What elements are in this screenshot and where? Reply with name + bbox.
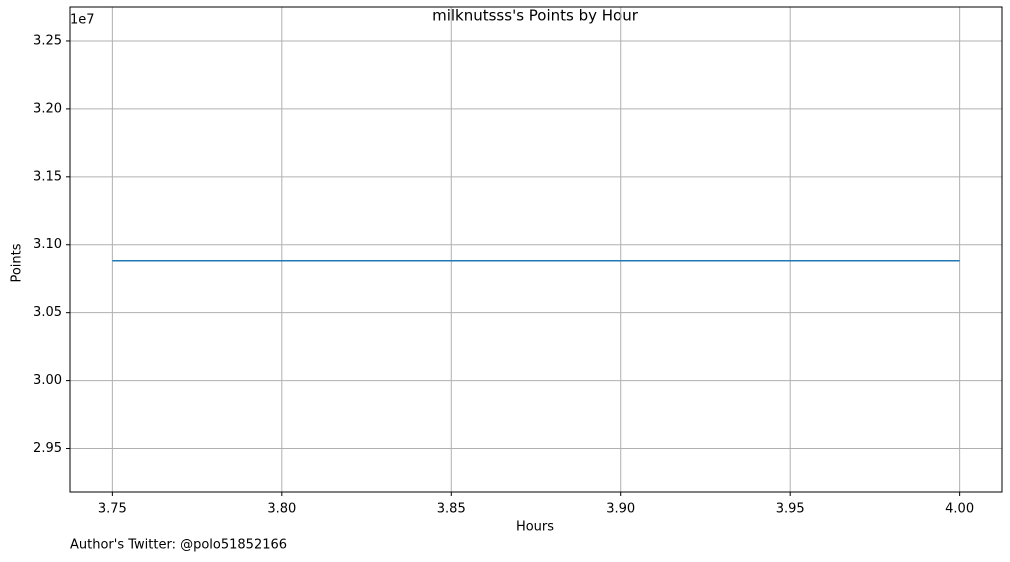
x-tick-label: 3.80 [267,502,296,517]
y-axis-label: Points [10,243,25,282]
y-tick-label: 3.15 [33,169,62,184]
y-tick-label: 3.25 [33,33,62,48]
y-tick-label: 3.00 [33,373,62,388]
x-axis-label: Hours [516,520,554,535]
y-tick-label: 3.20 [33,101,62,116]
x-tick-label: 3.95 [776,502,805,517]
y-tick-label: 3.05 [33,305,62,320]
chart-title: milknutsss's Points by Hour [432,7,639,25]
y-tick-label: 2.95 [33,441,62,456]
x-tick-label: 3.75 [98,502,127,517]
footnote: Author's Twitter: @polo51852166 [70,538,287,553]
x-tick-label: 3.90 [606,502,635,517]
y-tick-label: 3.10 [33,237,62,252]
y-offset-label: 1e7 [70,13,95,28]
x-tick-label: 3.85 [437,502,466,517]
plot-frame [69,6,1003,493]
x-tick-label: 4.00 [945,502,974,517]
